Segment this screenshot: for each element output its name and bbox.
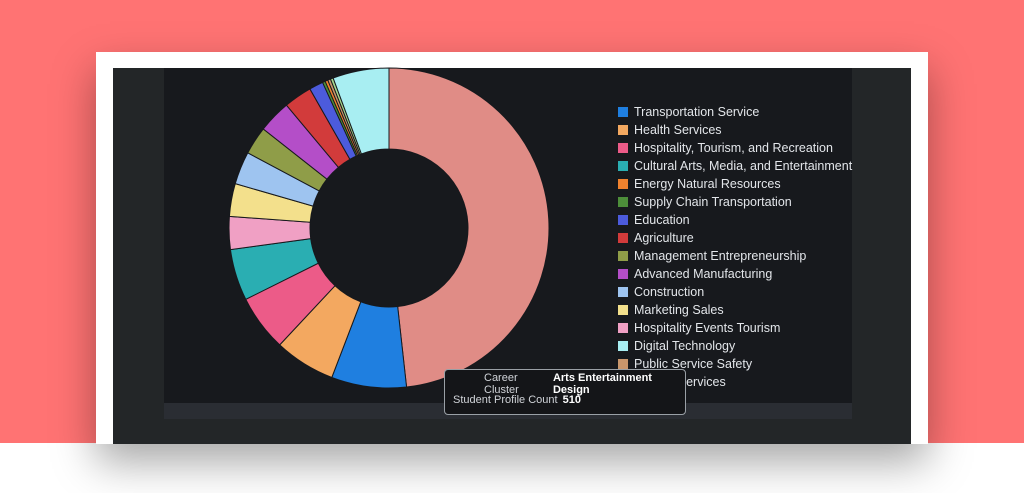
legend-swatch	[618, 323, 628, 333]
legend-swatch	[618, 161, 628, 171]
legend-item-transportation-service[interactable]: Transportation Service	[618, 103, 858, 121]
legend-label: Supply Chain Transportation	[634, 195, 792, 209]
legend-swatch	[618, 305, 628, 315]
legend-swatch	[618, 107, 628, 117]
legend-item-advanced-manufacturing[interactable]: Advanced Manufacturing	[618, 265, 858, 283]
legend-item-hospitality-tourism-and-recreation[interactable]: Hospitality, Tourism, and Recreation	[618, 139, 858, 157]
legend-label: Education	[634, 213, 690, 227]
legend-label: Digital Technology	[634, 339, 736, 353]
legend-item-health-services[interactable]: Health Services	[618, 121, 858, 139]
legend-item-digital-technology[interactable]: Digital Technology	[618, 337, 858, 355]
legend-label: Hospitality Events Tourism	[634, 321, 781, 335]
legend-item-management-entrepreneurship[interactable]: Management Entrepreneurship	[618, 247, 858, 265]
slice-digital-technology[interactable]	[332, 67, 390, 155]
legend-swatch	[618, 251, 628, 261]
legend-label: Health Services	[634, 123, 722, 137]
legend-item-cultural-arts-media-and-entertainment[interactable]: Cultural Arts, Media, and Entertainment	[618, 157, 858, 175]
legend-label: Marketing Sales	[634, 303, 724, 317]
legend-item-supply-chain-transportation[interactable]: Supply Chain Transportation	[618, 193, 858, 211]
legend-label: Construction	[634, 285, 705, 299]
legend-swatch	[618, 215, 628, 225]
slice-arts-entertainment-design[interactable]	[388, 67, 550, 388]
legend-label: Energy Natural Resources	[634, 177, 781, 191]
legend-item-education[interactable]: Education	[618, 211, 858, 229]
legend-swatch	[618, 125, 628, 135]
legend-label: Agriculture	[634, 231, 694, 245]
chart-legend[interactable]: Transportation Service Health Services Hos…	[618, 103, 858, 391]
legend-label: Public Service Safety	[634, 357, 753, 371]
legend-label: Hospitality, Tourism, and Recreation	[634, 141, 833, 155]
legend-swatch	[618, 341, 628, 351]
legend-swatch	[618, 179, 628, 189]
tooltip-label-cluster: Career Cluster	[484, 372, 519, 396]
legend-item-agriculture[interactable]: Agriculture	[618, 229, 858, 247]
tooltip-value-cluster: Arts Entertainment Design	[552, 372, 652, 396]
legend-label: Transportation Service	[634, 105, 760, 119]
legend-label: Cultural Arts, Media, and Entertainment	[634, 159, 853, 173]
legend-swatch	[618, 197, 628, 207]
legend-item-hospitality-events-tourism[interactable]: Hospitality Events Tourism	[618, 319, 858, 337]
legend-label: Advanced Manufacturing	[634, 267, 773, 281]
legend-item-public-service-safety[interactable]: Public Service Safety	[618, 355, 858, 373]
tooltip-value-count: 510	[562, 394, 581, 406]
chart-tooltip: Career Cluster Arts Entertainment Design…	[444, 369, 686, 415]
legend-swatch	[618, 287, 628, 297]
legend-item-marketing-sales[interactable]: Marketing Sales	[618, 301, 858, 319]
legend-swatch	[618, 233, 628, 243]
legend-label: Management Entrepreneurship	[634, 249, 807, 263]
legend-item-construction[interactable]: Construction	[618, 283, 858, 301]
tooltip-label-count: Student Profile Count	[453, 394, 558, 406]
legend-item-energy-natural-resources[interactable]: Energy Natural Resources	[618, 175, 858, 193]
legend-swatch	[618, 359, 628, 369]
legend-swatch	[618, 269, 628, 279]
legend-swatch	[618, 143, 628, 153]
